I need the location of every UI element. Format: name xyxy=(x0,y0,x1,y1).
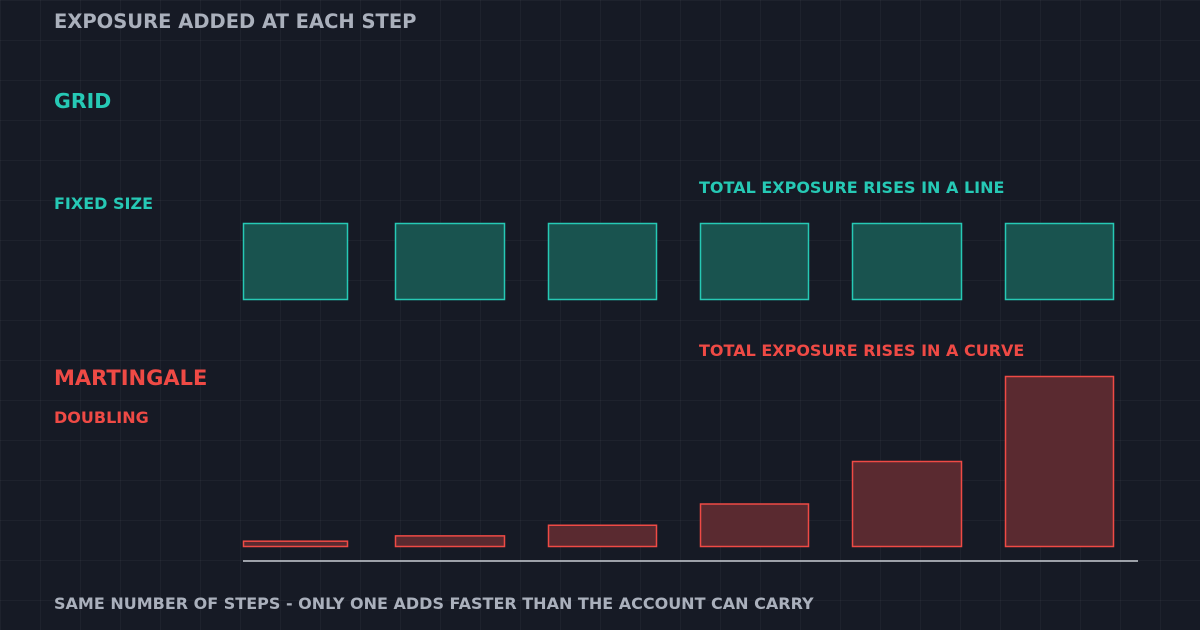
grid-blocks xyxy=(242,222,1115,301)
grid-step-block xyxy=(394,222,506,301)
grid-step-block xyxy=(851,222,963,301)
grid-step-block xyxy=(699,222,810,301)
martingale-heading: MARTINGALE xyxy=(54,366,208,390)
grid-note: TOTAL EXPOSURE RISES IN A LINE xyxy=(699,178,1005,197)
grid-step-block xyxy=(1004,222,1115,301)
martingale-subheading: DOUBLING xyxy=(54,408,149,427)
martingale-bars xyxy=(242,375,1115,548)
diagram-title: EXPOSURE ADDED AT EACH STEP xyxy=(54,10,417,33)
footer-caption: SAME NUMBER OF STEPS - ONLY ONE ADDS FAS… xyxy=(54,594,814,613)
martingale-note: TOTAL EXPOSURE RISES IN A CURVE xyxy=(699,341,1025,360)
grid-heading: GRID xyxy=(54,89,112,113)
grid-step-block xyxy=(547,222,658,301)
martingale-step-bar xyxy=(547,524,658,548)
martingale-step-bar xyxy=(242,540,349,548)
martingale-step-bar xyxy=(1004,375,1115,548)
martingale-step-bar xyxy=(394,535,506,548)
grid-subheading: FIXED SIZE xyxy=(54,194,154,213)
grid-step-block xyxy=(242,222,349,301)
martingale-step-bar xyxy=(851,460,963,548)
martingale-step-bar xyxy=(699,503,810,548)
